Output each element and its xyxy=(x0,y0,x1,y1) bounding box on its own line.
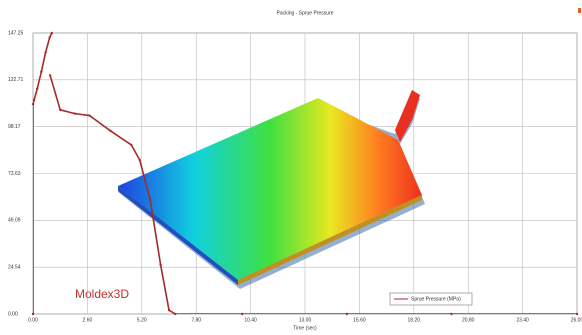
data-point xyxy=(149,198,151,200)
corner-icon xyxy=(578,8,581,13)
data-point xyxy=(450,313,452,315)
data-point xyxy=(130,144,132,146)
data-point xyxy=(49,74,51,76)
y-tick-label: 98.17 xyxy=(8,124,21,130)
x-tick-label: 23.40 xyxy=(516,317,529,323)
y-tick-label: 122.71 xyxy=(8,77,24,83)
data-point xyxy=(241,313,243,315)
data-point xyxy=(139,159,141,161)
chart: Packing - Sprue Pressure Time (sec) Mold… xyxy=(0,0,582,335)
x-axis-label: Time (sec) xyxy=(293,325,317,331)
data-point xyxy=(36,88,38,90)
data-point xyxy=(44,51,46,53)
data-point xyxy=(576,313,578,315)
x-tick-label: 5.20 xyxy=(137,317,147,323)
x-tick-label: 20.80 xyxy=(462,317,475,323)
data-point xyxy=(109,130,111,132)
x-tick-label: 13.00 xyxy=(299,317,312,323)
data-point xyxy=(40,70,42,72)
data-point xyxy=(168,309,170,311)
data-point xyxy=(74,112,76,114)
data-point xyxy=(32,313,34,315)
data-point xyxy=(33,99,35,101)
data-point xyxy=(49,36,51,38)
y-tick-label: 0.00 xyxy=(8,311,18,317)
legend-label: Sprue Pressure (MPa) xyxy=(411,296,461,302)
part-model xyxy=(118,90,425,289)
data-point xyxy=(51,32,53,34)
x-tick-label: 18.20 xyxy=(408,317,421,323)
y-tick-label: 147.25 xyxy=(8,30,24,36)
y-tick-label: 24.54 xyxy=(8,264,21,270)
logo: Moldex3D xyxy=(75,287,129,301)
data-point xyxy=(32,103,34,105)
data-point xyxy=(159,264,161,266)
legend: Sprue Pressure (MPa) xyxy=(390,293,472,305)
y-tick-label: 49.09 xyxy=(8,218,21,224)
y-tick-label: 73.63 xyxy=(8,171,21,177)
data-point xyxy=(174,313,176,315)
data-point xyxy=(59,109,61,111)
x-tick-label: 10.40 xyxy=(244,317,257,323)
data-point xyxy=(88,114,90,116)
x-tick-label: 26.00 xyxy=(571,317,582,323)
x-tick-label: 0.00 xyxy=(28,317,38,323)
data-point xyxy=(346,313,348,315)
chart-title: Packing - Sprue Pressure xyxy=(277,10,334,16)
x-tick-label: 15.60 xyxy=(353,317,366,323)
x-tick-label: 7.80 xyxy=(191,317,201,323)
x-tick-label: 2.60 xyxy=(83,317,93,323)
